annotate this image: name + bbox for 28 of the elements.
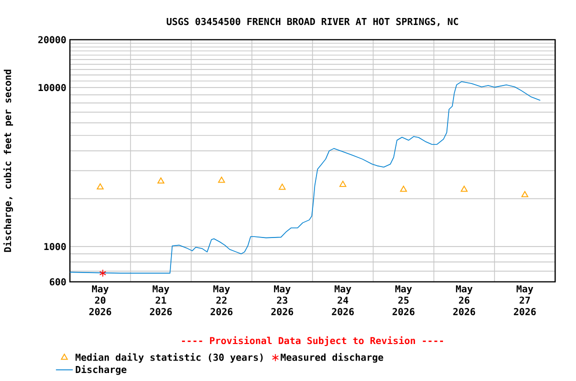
point <box>400 186 407 192</box>
point <box>460 186 468 192</box>
point <box>96 183 104 190</box>
x-tick-label: May 20 2026 <box>89 285 112 316</box>
legend-label: Discharge <box>76 365 126 375</box>
y-tick-label: 1000 <box>44 242 66 250</box>
text: ---- Provisional Data Subject to Revision ---- <box>182 336 444 346</box>
y-axis-title: Discharge, cubic feet per second <box>3 70 14 252</box>
legend-label: Measured discharge <box>280 352 384 363</box>
point <box>278 184 286 190</box>
y-tick-label: 10000 <box>38 84 66 92</box>
x-tick-label: May 24 2026 <box>332 285 354 316</box>
line-series <box>70 81 541 274</box>
legend-label: Median daily statistic (30 years) <box>76 352 263 363</box>
point <box>157 177 164 184</box>
x-tick-label: May 25 2026 <box>392 285 414 316</box>
x-tick-label: May 23 2026 <box>271 285 294 316</box>
point <box>339 180 346 187</box>
x-tick-label: May 26 2026 <box>453 285 476 316</box>
point <box>521 191 528 198</box>
point <box>218 176 225 183</box>
point <box>99 269 106 278</box>
chart-title: USGS 03454500 FRENCH BROAD RIVER AT HOT SPRINGS, NC <box>166 18 458 26</box>
x-tick-label: May 27 2026 <box>514 285 536 316</box>
x-tick-label: May 22 2026 <box>210 285 232 316</box>
y-tick-label: 20000 <box>38 36 66 44</box>
y-tick-label: 600 <box>50 278 66 286</box>
x-tick-label: May 21 2026 <box>150 285 172 316</box>
